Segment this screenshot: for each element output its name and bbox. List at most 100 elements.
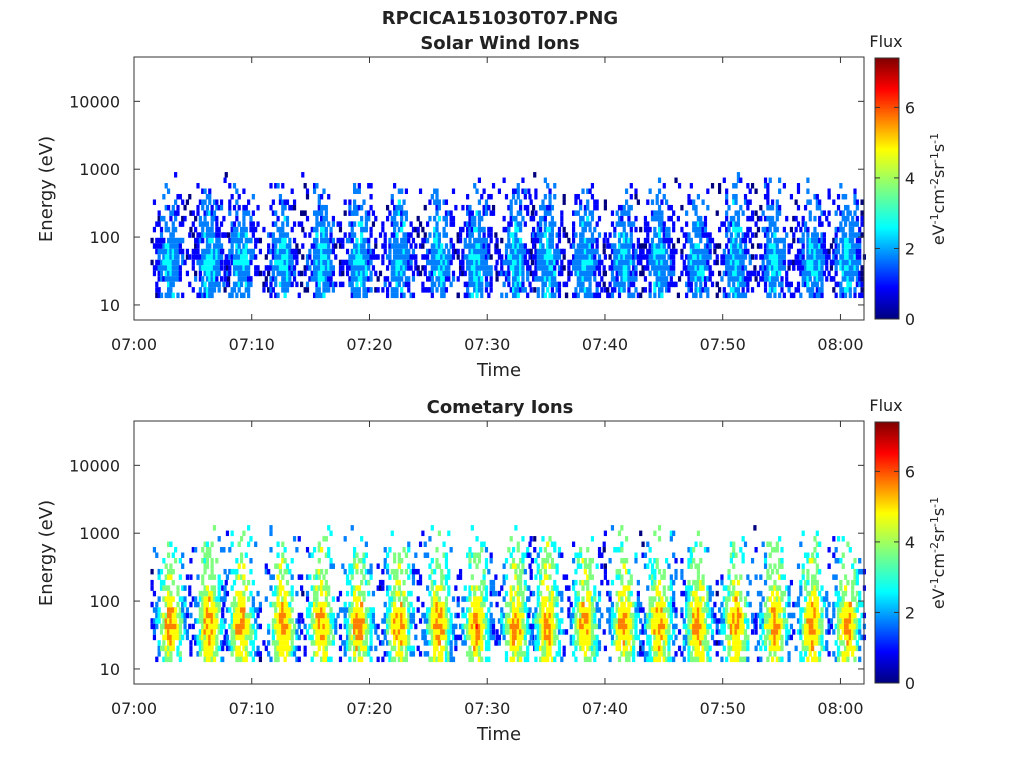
spectrogram-cell [215,640,219,646]
spectrogram-cell [748,254,752,260]
spectrogram-cell [198,287,202,293]
spectrogram-cell [514,645,518,652]
spectrogram-cell [610,259,615,266]
spectrogram-cell [539,547,543,553]
spectrogram-cell [367,210,371,216]
spectrogram-cell [385,590,390,597]
spectrogram-cell [497,640,502,646]
spectrogram-cell [674,177,678,184]
spectrogram-cell [463,623,467,630]
spectrogram-cell [806,265,810,271]
spectrogram-cell [371,612,376,619]
spectrogram-cell [706,292,710,299]
spectrogram-cell [264,568,268,575]
spectrogram-cell [858,259,862,266]
spectrogram-cell [297,618,301,624]
spectrogram-cell [583,204,587,211]
spectrogram-cell [407,237,411,244]
spectrogram-cell [694,265,698,271]
spectrogram-cell [388,656,392,663]
spectrogram-cell [650,248,655,255]
spectrogram-cell [491,634,496,641]
spectrogram-cell [166,248,171,255]
spectrogram-cell [295,254,299,260]
spectrogram-cell [360,259,364,266]
spectrogram-cell [507,281,511,288]
spectrogram-cell [433,568,437,575]
spectrogram-cell [613,226,617,233]
spectrogram-cell [750,215,755,222]
spectrogram-cell [529,574,533,580]
spectrogram-cell [743,265,748,271]
spectrogram-cell [400,607,404,613]
spectrogram-cell [221,232,225,238]
spectrogram-cell [290,281,294,288]
spectrogram-cell [203,254,207,260]
spectrogram-cell [395,287,399,293]
spectrogram-cell [297,248,301,255]
spectrogram-cell [217,574,221,580]
spectrogram-cell [188,232,192,238]
spectrogram-cell [360,607,364,613]
spectrogram-cell [435,585,439,591]
spectrogram-cell [586,270,590,277]
spectrogram-cell [171,281,175,288]
spectrogram-cell [473,590,477,597]
spectrogram-cell [174,248,178,255]
spectrogram-cell [451,656,456,663]
spectrogram-cell [237,618,241,624]
spectrogram-cell [657,248,662,255]
spectrogram-cell [278,568,283,575]
spectrogram-cell [620,287,624,293]
spectrogram-cell [428,232,432,238]
spectrogram-cell [201,281,205,288]
spectrogram-cell [480,612,484,619]
spectrogram-cell [766,270,770,277]
spectrogram-cell [237,237,241,244]
spectrogram-cell [725,254,729,260]
spectrogram-cell [461,226,465,233]
spectrogram-cell [350,607,354,613]
spectrogram-cell [164,634,168,641]
spectrogram-cell [414,623,418,630]
spectrogram-cell [416,226,420,233]
spectrogram-cell [235,188,239,194]
spectrogram-cell [451,270,456,277]
spectrogram-cell [603,254,607,260]
spectrogram-cell [203,552,207,558]
spectrogram-cell [813,259,817,266]
spectrogram-cell [734,287,738,293]
spectrogram-cell [541,215,545,222]
spectrogram-cell [393,623,397,630]
spectrogram-cell [150,579,154,586]
spectrogram-cell [811,265,815,271]
spectrogram-cell [815,270,819,277]
spectrogram-cell [629,221,633,227]
spectrogram-cell [526,618,530,624]
spectrogram-cell [715,281,719,288]
spectrogram-cell [228,210,232,216]
spectrogram-cell [212,629,217,635]
spectrogram-cell [237,563,241,569]
spectrogram-cell [608,292,612,299]
spectrogram-cell [521,254,525,260]
spectrogram-cell [516,563,520,569]
spectrogram-cell [217,270,221,277]
spectrogram-cell [477,585,482,591]
spectrogram-cell [785,232,789,238]
spectrogram-cell [350,281,354,288]
spectrogram-cell [219,629,224,635]
spectrogram-cell [350,248,354,255]
spectrogram-cell [622,226,626,233]
spectrogram-cell [820,292,824,299]
spectrogram-cell [543,651,547,657]
spectrogram-cell [546,254,550,260]
spectrogram-cell [201,618,205,624]
spectrogram-cell [586,243,590,249]
spectrogram-cell [741,287,745,293]
spectrogram-cell [818,243,822,249]
spectrogram-cell [210,226,214,233]
spectrogram-cell [710,270,715,277]
spectrogram-cell [437,530,441,537]
spectrogram-cell [523,552,527,558]
